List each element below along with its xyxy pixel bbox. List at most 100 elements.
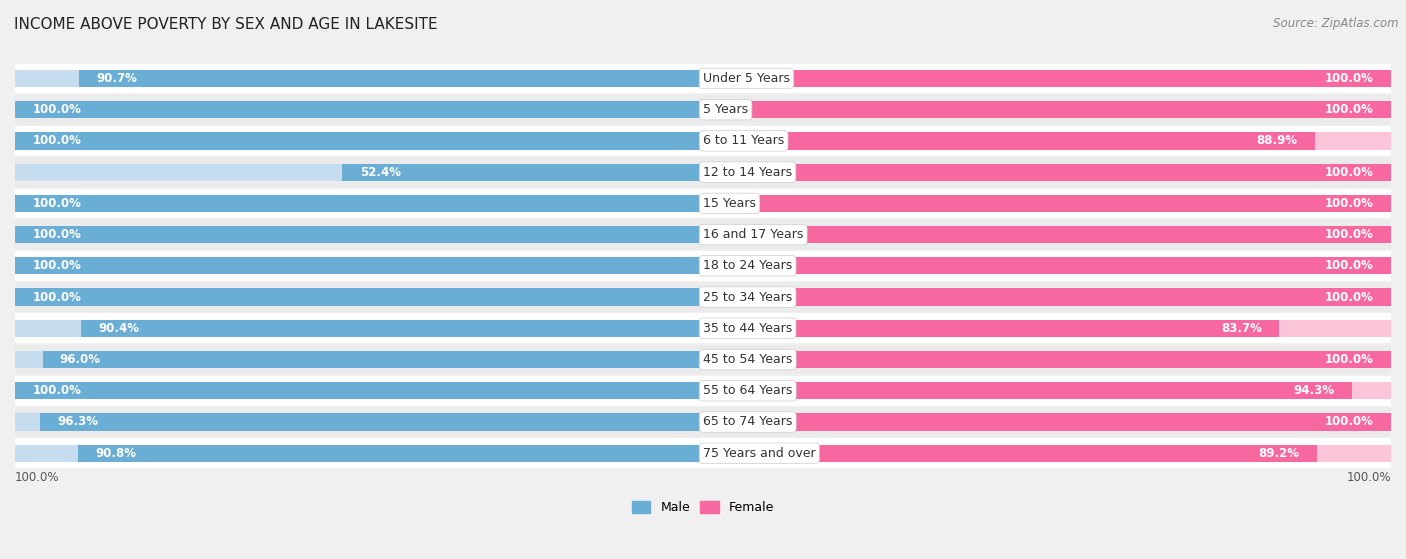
Text: 100.0%: 100.0%	[15, 471, 59, 484]
Text: 90.8%: 90.8%	[96, 447, 136, 459]
Text: 35 to 44 Years: 35 to 44 Years	[703, 322, 792, 335]
Text: 100.0%: 100.0%	[32, 228, 82, 241]
Bar	[15, 132, 703, 149]
Bar	[703, 288, 1391, 306]
Bar	[15, 288, 703, 306]
Bar	[703, 226, 1391, 243]
Bar	[703, 226, 1391, 243]
Bar	[703, 70, 1391, 87]
Bar	[15, 376, 1391, 406]
Text: 52.4%: 52.4%	[360, 165, 401, 179]
Text: 96.3%: 96.3%	[58, 415, 98, 428]
Text: 18 to 24 Years: 18 to 24 Years	[703, 259, 792, 272]
Legend: Male, Female: Male, Female	[627, 496, 779, 519]
Text: 100.0%: 100.0%	[1324, 197, 1374, 210]
Bar	[15, 345, 1391, 375]
Text: 90.4%: 90.4%	[98, 322, 139, 335]
Bar	[703, 320, 1391, 337]
Bar	[703, 444, 1391, 462]
Bar	[703, 195, 1391, 212]
Bar	[15, 95, 1391, 125]
Text: 100.0%: 100.0%	[1324, 291, 1374, 304]
Bar	[703, 101, 1391, 119]
Text: 83.7%: 83.7%	[1220, 322, 1261, 335]
Bar	[15, 101, 703, 119]
Bar	[703, 164, 1391, 181]
Bar	[79, 70, 703, 87]
Bar	[15, 351, 703, 368]
Bar	[15, 444, 703, 462]
Text: 65 to 74 Years: 65 to 74 Years	[703, 415, 793, 428]
Bar	[15, 226, 703, 243]
Bar	[703, 351, 1391, 368]
Bar	[703, 70, 1391, 87]
Bar	[15, 282, 1391, 312]
Bar	[703, 414, 1391, 430]
Bar	[703, 382, 1391, 399]
Bar	[41, 414, 703, 430]
Bar	[703, 101, 1391, 119]
Text: 100.0%: 100.0%	[32, 384, 82, 397]
Text: 94.3%: 94.3%	[1294, 384, 1334, 397]
Bar	[15, 251, 1391, 281]
Bar	[15, 257, 703, 274]
Bar	[703, 132, 1391, 149]
Text: 100.0%: 100.0%	[32, 197, 82, 210]
Text: 89.2%: 89.2%	[1258, 447, 1299, 459]
Text: 100.0%: 100.0%	[32, 134, 82, 148]
Text: 16 and 17 Years: 16 and 17 Years	[703, 228, 803, 241]
Bar	[15, 220, 1391, 249]
Text: 100.0%: 100.0%	[32, 259, 82, 272]
Bar	[703, 414, 1391, 430]
Text: 55 to 64 Years: 55 to 64 Years	[703, 384, 793, 397]
Text: 100.0%: 100.0%	[1324, 353, 1374, 366]
Text: 88.9%: 88.9%	[1257, 134, 1298, 148]
Bar	[703, 257, 1391, 274]
Bar	[15, 226, 703, 243]
Bar	[15, 195, 703, 212]
Bar	[15, 257, 703, 274]
Text: 25 to 34 Years: 25 to 34 Years	[703, 291, 792, 304]
Text: 6 to 11 Years: 6 to 11 Years	[703, 134, 785, 148]
Bar	[703, 164, 1391, 181]
Text: INCOME ABOVE POVERTY BY SEX AND AGE IN LAKESITE: INCOME ABOVE POVERTY BY SEX AND AGE IN L…	[14, 17, 437, 32]
Bar	[15, 101, 703, 119]
Bar	[703, 320, 1279, 337]
Bar	[15, 188, 1391, 218]
Bar	[42, 351, 703, 368]
Text: 12 to 14 Years: 12 to 14 Years	[703, 165, 792, 179]
Bar	[15, 288, 703, 306]
Text: 100.0%: 100.0%	[1324, 165, 1374, 179]
Bar	[703, 444, 1316, 462]
Bar	[343, 164, 703, 181]
Bar	[15, 438, 1391, 468]
Bar	[15, 382, 703, 399]
Bar	[15, 407, 1391, 437]
Bar	[15, 157, 1391, 187]
Text: 96.0%: 96.0%	[59, 353, 101, 366]
Text: Source: ZipAtlas.com: Source: ZipAtlas.com	[1274, 17, 1399, 30]
Bar	[15, 126, 1391, 156]
Bar	[15, 314, 1391, 343]
Text: 100.0%: 100.0%	[1324, 103, 1374, 116]
Bar	[703, 351, 1391, 368]
Bar	[15, 320, 703, 337]
Text: Under 5 Years: Under 5 Years	[703, 72, 790, 85]
Bar	[703, 195, 1391, 212]
Bar	[703, 132, 1315, 149]
Text: 100.0%: 100.0%	[1324, 228, 1374, 241]
Bar	[15, 64, 1391, 93]
Bar	[15, 132, 703, 149]
Bar	[15, 164, 703, 181]
Text: 100.0%: 100.0%	[32, 103, 82, 116]
Bar	[15, 195, 703, 212]
Bar	[15, 70, 703, 87]
Bar	[703, 382, 1351, 399]
Text: 90.7%: 90.7%	[96, 72, 136, 85]
Text: 45 to 54 Years: 45 to 54 Years	[703, 353, 793, 366]
Bar	[15, 414, 703, 430]
Text: 100.0%: 100.0%	[32, 291, 82, 304]
Bar	[15, 382, 703, 399]
Bar	[79, 444, 703, 462]
Text: 75 Years and over: 75 Years and over	[703, 447, 815, 459]
